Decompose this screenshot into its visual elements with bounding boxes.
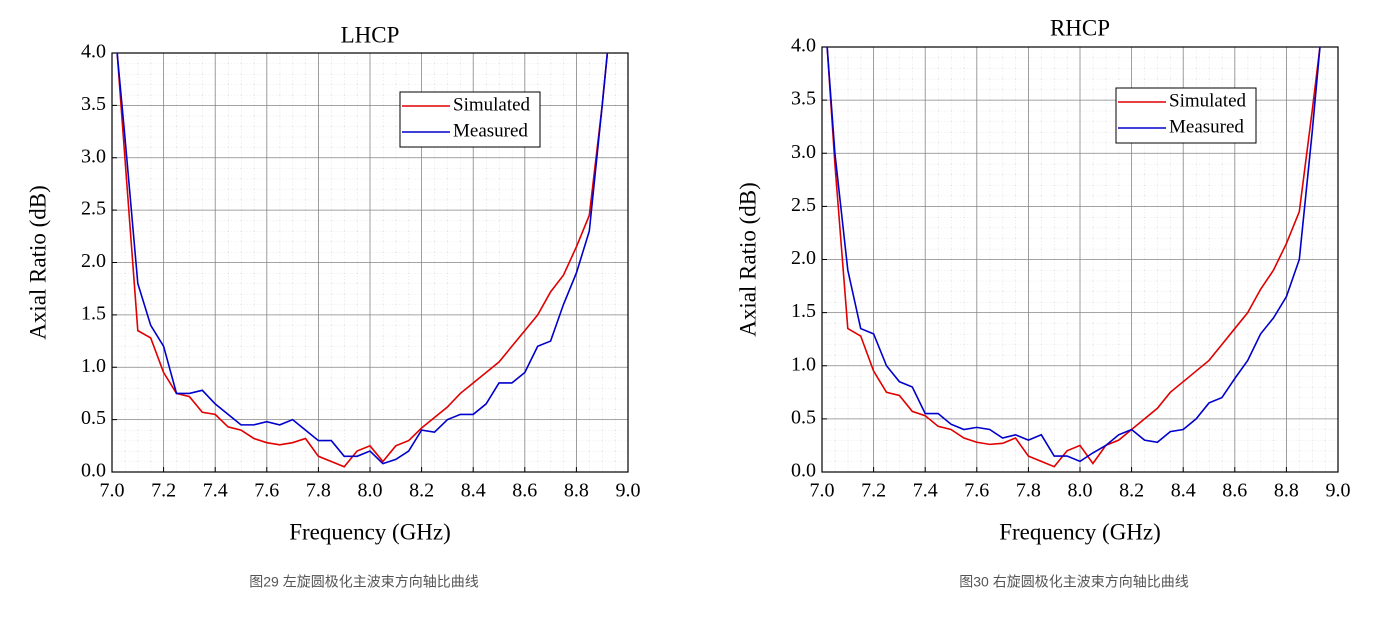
x-tick-label: 8.6 [512, 480, 537, 502]
x-tick-label: 8.4 [461, 480, 486, 502]
x-tick-label: 8.2 [409, 480, 434, 502]
y-tick-label: 3.5 [81, 93, 106, 115]
y-tick-label: 4.0 [81, 41, 106, 63]
x-tick-label: 7.8 [306, 480, 331, 502]
series-line [116, 53, 609, 468]
y-tick-label: 0.0 [791, 460, 816, 482]
x-tick-label: 8.6 [1222, 480, 1247, 502]
legend-label: Measured [1169, 116, 1244, 137]
x-tick-label: 7.2 [151, 480, 176, 502]
chart: 7.0 7.2 7.4 7.6 7.8 8.0 8.2 8.4 8.6 8.8 9.0 0.0 0.5 1… [735, 15, 1350, 589]
x-tick-label: 7.4 [203, 480, 228, 502]
series-line [116, 53, 609, 465]
chart-title: RHCP [1050, 15, 1110, 40]
legend-label: Measured [453, 120, 528, 141]
x-tick-label: 8.8 [1274, 480, 1299, 502]
legend-box [1115, 87, 1257, 144]
x-tick-label: 7.0 [100, 480, 125, 502]
y-tick-label: 1.5 [81, 302, 106, 324]
y-tick-label: 0.5 [81, 407, 106, 429]
x-tick-label: 8.2 [1119, 480, 1144, 502]
series-line [826, 47, 1321, 468]
y-axis-label: Axial Ratio (dB) [735, 182, 760, 337]
y-tick-label: 3.0 [791, 141, 816, 163]
x-tick-label: 9.0 [1326, 480, 1351, 502]
y-tick-label: 4.0 [791, 35, 816, 57]
x-tick-label: 8.8 [564, 480, 589, 502]
series-line [826, 47, 1321, 463]
y-tick-label: 2.5 [791, 194, 816, 216]
x-tick-label: 7.6 [964, 480, 989, 502]
legend-label: Simulated [453, 94, 531, 115]
x-tick-label: 8.0 [1068, 480, 1093, 502]
y-tick-label: 0.0 [81, 460, 106, 482]
plot-frame [821, 46, 1339, 473]
x-tick-label: 7.2 [861, 480, 886, 502]
x-axis-label: Frequency (GHz) [999, 519, 1161, 544]
y-tick-label: 2.5 [81, 198, 106, 220]
caption: 图30 右旋圆极化主波束方向轴比曲线 [959, 574, 1188, 590]
x-tick-label: 7.6 [254, 480, 279, 502]
x-tick-label: 9.0 [616, 480, 641, 502]
x-tick-label: 7.0 [810, 480, 835, 502]
legend-label: Simulated [1169, 90, 1247, 111]
chart: 7.0 7.2 7.4 7.6 7.8 8.0 8.2 8.4 8.6 8.8 9.0 0.0 0.5 1… [25, 22, 640, 589]
x-tick-label: 7.4 [913, 480, 938, 502]
y-tick-label: 3.0 [81, 145, 106, 167]
y-tick-label: 3.5 [791, 88, 816, 110]
y-tick-label: 2.0 [81, 250, 106, 272]
caption: 图29 左旋圆极化主波束方向轴比曲线 [249, 574, 478, 590]
x-tick-label: 8.0 [358, 480, 383, 502]
y-tick-label: 1.0 [791, 353, 816, 375]
x-tick-label: 8.4 [1171, 480, 1196, 502]
y-tick-label: 1.5 [791, 300, 816, 322]
x-tick-label: 7.8 [1016, 480, 1041, 502]
y-tick-label: 1.0 [81, 355, 106, 377]
y-tick-label: 2.0 [791, 247, 816, 269]
y-axis-label: Axial Ratio (dB) [25, 185, 50, 340]
x-axis-label: Frequency (GHz) [289, 519, 451, 544]
y-tick-label: 0.5 [791, 406, 816, 428]
plot-frame [111, 52, 629, 473]
legend-box [399, 91, 541, 148]
chart-title: LHCP [341, 22, 400, 47]
